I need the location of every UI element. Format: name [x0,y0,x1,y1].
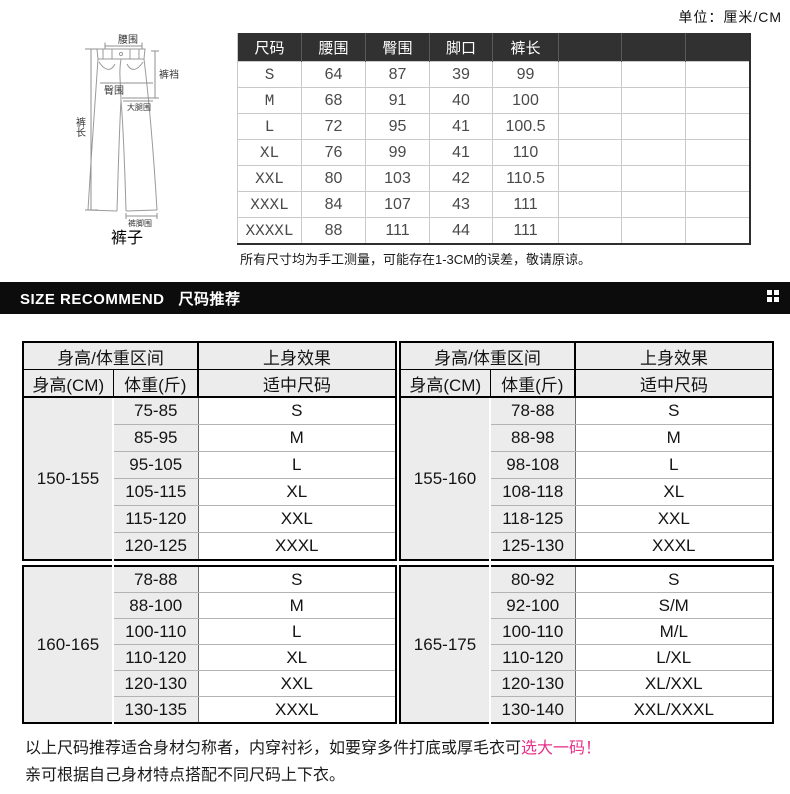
footer-note: 以上尺码推荐适合身材匀称者，内穿衬衫，如要穿多件打底或厚毛衣可选大一码！ 亲可根… [25,735,601,789]
diagram-caption: 裤子 [111,229,143,247]
col-size: 尺码 [237,33,302,62]
recommend-table-160-165: 160-165 78-88 S 88-100 M 100-110 L 110-120 XL… [22,565,397,724]
hip-label: 臀围 [104,85,124,97]
col-hip: 臀围 [365,33,430,62]
header-size: 适中尺码 [575,369,774,398]
header-effect: 上身效果 [575,342,774,370]
crotch-label: 裤裆 [159,68,179,81]
table-row: 125-130 XXXL [400,532,774,560]
section-title-zh: 尺码推荐 [178,290,241,308]
size-recommend-bar: SIZE RECOMMEND 尺码推荐 [0,282,790,314]
header-effect: 上身效果 [198,342,397,370]
section-title-en: SIZE RECOMMEND [20,290,165,308]
table-row: 118-125 XXL [400,505,774,533]
col-leg-opening: 脚口 [429,33,493,62]
height-range: 165-175 [400,566,491,723]
table-row: 95-105 L [23,451,397,479]
header-weight: 体重(斤) [490,369,577,398]
grid-dots-icon [767,290,780,303]
table-row: 130-135 XXXL [23,696,396,723]
waist-label: 腰围 [118,34,138,46]
table-row: XXXXL 88 111 44 111 [237,217,750,245]
size-spec-header-row: 尺码 腰围 臀围 脚口 裤长 [237,33,750,62]
pants-measurement-diagram: 腰围 裤长 裤裆 臀围 [55,5,235,255]
pant-length-label: 裤长 [74,116,86,137]
table-row: 92-100 S/M [400,592,773,619]
col-empty-1 [558,33,622,62]
table-row: XXL 80 103 42 110.5 [237,165,750,192]
header-height: 身高(CM) [23,369,114,398]
header-weight: 体重(斤) [113,369,200,398]
table-row: L 72 95 41 100.5 [237,113,750,140]
table-row: M 68 91 40 100 [237,87,750,114]
table-row: 120-125 XXXL [23,532,397,560]
table-row: 165-175 80-92 S [400,566,773,723]
recommend-table-155-160: 身高/体重区间 上身效果 身高(CM) 体重(斤) 适中尺码 155-160 78-88… [399,341,775,561]
table-row: 110-120 XL [23,644,396,671]
size-spec-table: 尺码 腰围 臀围 脚口 裤长 S 64 87 39 99 M 68 91 40 100 L 72 9… [237,33,751,245]
table-row: 130-140 XXL/XXXL [400,696,773,723]
height-range: 155-160 [400,397,491,560]
col-length: 裤长 [492,33,559,62]
table-row: 155-160 78-88 S [400,397,774,560]
col-waist: 腰围 [301,33,366,62]
footer-highlight: 选大一码！ [521,740,602,757]
col-empty-2 [621,33,686,62]
table-row: 100-110 M/L [400,618,773,645]
table-row: 98-108 L [400,451,774,479]
table-row: 108-118 XL [400,478,774,506]
header-group: 身高/体重区间 [23,342,200,370]
table-row: XXXL 84 107 43 111 [237,191,750,218]
recommend-table-165-175: 165-175 80-92 S 92-100 S/M 100-110 M/L 110-1… [399,565,774,724]
pants-diagram-drawing: 腰围 裤长 裤裆 臀围 [74,34,180,247]
table-row: 110-120 L/XL [400,644,773,671]
height-range: 160-165 [23,566,114,723]
recommend-table-150-155: 身高/体重区间 上身效果 身高(CM) 体重(斤) 适中尺码 150-155 75-85… [22,341,398,561]
table-row: 100-110 L [23,618,396,645]
section-title: SIZE RECOMMEND 尺码推荐 [20,288,241,309]
unit-label: 单位：厘米/CM [678,9,782,25]
table-row: 160-165 78-88 S [23,566,396,723]
table-row: XL 76 99 41 110 [237,139,750,166]
footer-line-1: 以上尺码推荐适合身材匀称者，内穿衬衫，如要穿多件打底或厚毛衣可选大一码！ [25,740,602,757]
table-row: 88-98 M [400,424,774,452]
measurement-note: 所有尺寸均为手工测量，可能存在1-3CM的误差，敬请原谅。 [240,252,592,267]
footer-line-2: 亲可根据自己身材特点搭配不同尺码上下衣。 [25,767,346,784]
table-row: 150-155 75-85 S [23,397,397,560]
table-row: 120-130 XXL [23,670,396,697]
header-size: 适中尺码 [198,369,397,398]
col-empty-3 [685,33,750,62]
header-group: 身高/体重区间 [400,342,577,370]
table-row: 85-95 M [23,424,397,452]
table-row: 120-130 XL/XXL [400,670,773,697]
hem-label: 裤脚围 [128,218,152,228]
table-row: 115-120 XXL [23,505,397,533]
table-row: S 64 87 39 99 [237,61,750,88]
table-row: 88-100 M [23,592,396,619]
header-height: 身高(CM) [400,369,491,398]
thigh-label: 大腿围 [127,102,151,112]
height-range: 150-155 [23,397,114,560]
table-row: 105-115 XL [23,478,397,506]
